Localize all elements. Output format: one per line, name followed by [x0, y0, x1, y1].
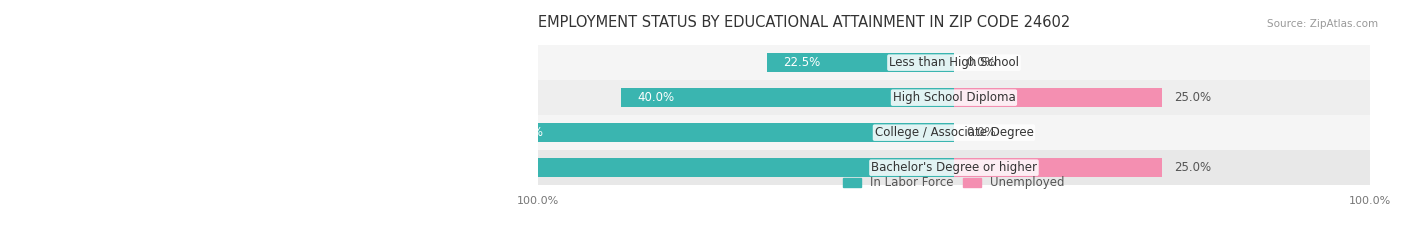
Text: 100.0%: 100.0% — [139, 161, 183, 174]
Text: 0.0%: 0.0% — [966, 56, 995, 69]
Text: Source: ZipAtlas.com: Source: ZipAtlas.com — [1267, 19, 1378, 29]
Bar — [538, 115, 1369, 150]
Bar — [621, 88, 953, 107]
Legend: In Labor Force, Unemployed: In Labor Force, Unemployed — [838, 171, 1070, 194]
Text: High School Diploma: High School Diploma — [893, 91, 1015, 104]
Bar — [953, 88, 1161, 107]
Text: Less than High School: Less than High School — [889, 56, 1019, 69]
Text: 40.0%: 40.0% — [638, 91, 675, 104]
Bar — [538, 45, 1369, 80]
Bar — [122, 158, 953, 177]
Text: 22.5%: 22.5% — [783, 56, 821, 69]
Bar — [953, 158, 1161, 177]
Bar — [766, 53, 953, 72]
Text: 55.8%: 55.8% — [506, 126, 544, 139]
Text: College / Associate Degree: College / Associate Degree — [875, 126, 1033, 139]
Bar — [489, 123, 953, 142]
Text: EMPLOYMENT STATUS BY EDUCATIONAL ATTAINMENT IN ZIP CODE 24602: EMPLOYMENT STATUS BY EDUCATIONAL ATTAINM… — [538, 15, 1070, 30]
Text: 0.0%: 0.0% — [966, 126, 995, 139]
Text: 25.0%: 25.0% — [1174, 91, 1212, 104]
Bar — [538, 150, 1369, 185]
Text: 25.0%: 25.0% — [1174, 161, 1212, 174]
Text: Bachelor's Degree or higher: Bachelor's Degree or higher — [870, 161, 1038, 174]
Bar — [538, 80, 1369, 115]
